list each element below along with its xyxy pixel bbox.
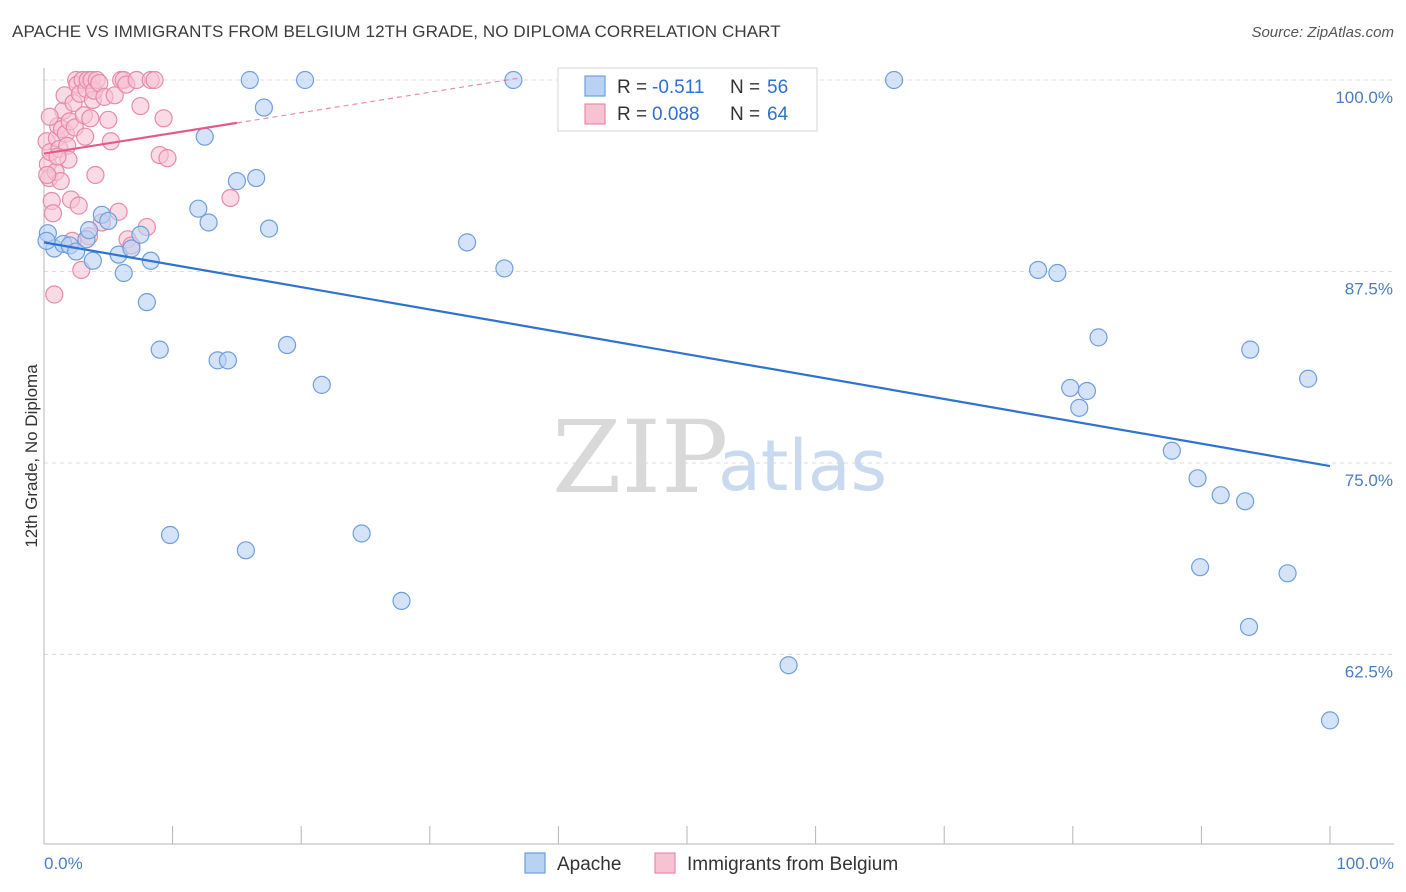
stats-legend-apache-r-label: R = — [617, 77, 647, 98]
belgium-point-6 — [45, 285, 64, 304]
apache-point-55 — [37, 231, 56, 250]
apache-point-13 — [131, 225, 150, 244]
stats-legend-belgium-r-label: R = — [617, 104, 647, 125]
belgium-points — [37, 70, 240, 304]
apache-point-20 — [199, 213, 218, 232]
bottom-legend-belgium-swatch — [654, 852, 676, 874]
trend-lines — [43, 77, 1331, 468]
apache-point-42 — [1070, 398, 1089, 417]
apache-point-53 — [1299, 369, 1318, 388]
apache-point-43 — [1077, 381, 1097, 401]
apache-point-28 — [259, 219, 279, 238]
watermark-zip: ZIP — [552, 399, 728, 516]
apache-point-37 — [779, 656, 798, 675]
apache-point-17 — [160, 525, 180, 545]
belgium-trend-line — [43, 121, 238, 155]
stats-legend-belgium-swatch — [584, 103, 606, 125]
apache-point-27 — [254, 98, 274, 117]
apache-point-9 — [99, 211, 118, 231]
apache-point-18 — [189, 199, 208, 218]
belgium-point-58 — [154, 109, 173, 128]
apache-point-24 — [236, 541, 256, 560]
belgium-point-45 — [105, 86, 124, 105]
apache-point-44 — [1089, 328, 1108, 347]
apache-point-26 — [247, 168, 266, 188]
apache-point-51 — [1241, 340, 1260, 359]
apache-point-29 — [277, 335, 297, 355]
y-tick-labels: 100.0% 87.5% 75.0% 62.5% — [1335, 88, 1393, 682]
belgium-point-25 — [69, 196, 88, 215]
apache-point-7 — [83, 251, 102, 270]
apache-trend-line — [43, 241, 1331, 468]
stats-legend-apache-n-value: 56 — [767, 77, 788, 98]
y-tick-label-0: 100.0% — [1335, 88, 1393, 107]
belgium-point-59 — [158, 149, 177, 168]
chart-title: APACHE VS IMMIGRANTS FROM BELGIUM 12TH G… — [12, 22, 781, 41]
x-ticks — [43, 826, 1331, 844]
y-tick-label-1: 87.5% — [1345, 280, 1393, 299]
apache-point-25 — [240, 70, 259, 90]
apache-point-34 — [457, 233, 477, 252]
stats-legend: R = -0.511 N = 56 R = 0.088 N = 64 — [557, 67, 818, 132]
stats-legend-apache-r-value: -0.511 — [652, 77, 704, 98]
belgium-point-53 — [131, 96, 150, 116]
apache-point-22 — [218, 351, 237, 370]
apache-point-52 — [1278, 564, 1297, 583]
y-tick-label-2: 75.0% — [1345, 471, 1393, 490]
apache-point-39 — [1028, 260, 1048, 280]
apache-points — [37, 70, 1340, 730]
bottom-legend-apache-label: Apache — [557, 854, 621, 875]
apache-point-54 — [1320, 711, 1340, 730]
apache-point-49 — [1236, 492, 1255, 511]
watermark-atlas: atlas — [718, 425, 887, 507]
belgium-point-61 — [38, 165, 57, 185]
belgium-point-56 — [145, 70, 164, 90]
apache-point-14 — [137, 293, 156, 312]
apache-point-16 — [150, 340, 169, 359]
apache-point-38 — [884, 70, 904, 90]
x-tick-label-min: 0.0% — [44, 854, 83, 873]
stats-legend-belgium-n-label: N = — [730, 104, 760, 125]
belgium-trend-extension — [236, 77, 520, 124]
apache-point-35 — [495, 259, 514, 278]
apache-point-40 — [1048, 263, 1067, 283]
belgium-point-30 — [76, 127, 95, 146]
apache-point-45 — [1162, 441, 1181, 460]
apache-point-47 — [1191, 558, 1210, 577]
belgium-point-38 — [86, 165, 105, 185]
apache-point-48 — [1211, 486, 1230, 505]
apache-point-23 — [227, 172, 246, 191]
apache-point-11 — [114, 263, 133, 283]
y-tick-label-3: 62.5% — [1345, 663, 1393, 682]
x-tick-label-max: 100.0% — [1336, 854, 1394, 873]
apache-point-31 — [312, 375, 331, 394]
apache-point-41 — [1061, 378, 1080, 398]
stats-legend-belgium-n-value: 64 — [767, 104, 789, 125]
apache-point-46 — [1188, 469, 1207, 488]
apache-point-32 — [352, 524, 371, 543]
watermark: ZIP atlas — [552, 399, 887, 516]
stats-legend-apache-swatch — [584, 75, 606, 97]
belgium-point-60 — [221, 188, 240, 208]
bottom-legend: Apache Immigrants from Belgium — [524, 852, 898, 875]
bottom-legend-apache-swatch — [524, 852, 546, 874]
stats-legend-belgium-r-value: 0.088 — [652, 104, 700, 125]
apache-point-33 — [392, 591, 411, 610]
belgium-point-5 — [43, 204, 63, 223]
belgium-point-43 — [99, 110, 118, 129]
apache-point-50 — [1239, 617, 1259, 637]
belgium-point-62 — [40, 107, 59, 126]
stats-legend-apache-n-label: N = — [730, 77, 760, 98]
apache-point-6 — [79, 221, 99, 240]
belgium-point-34 — [81, 109, 100, 128]
y-axis-label: 12th Grade, No Diploma — [22, 364, 41, 548]
source-label: Source: ZipAtlas.com — [1251, 24, 1394, 41]
bottom-legend-belgium-label: Immigrants from Belgium — [687, 854, 898, 875]
apache-point-30 — [295, 70, 315, 90]
apache-point-19 — [195, 127, 214, 146]
